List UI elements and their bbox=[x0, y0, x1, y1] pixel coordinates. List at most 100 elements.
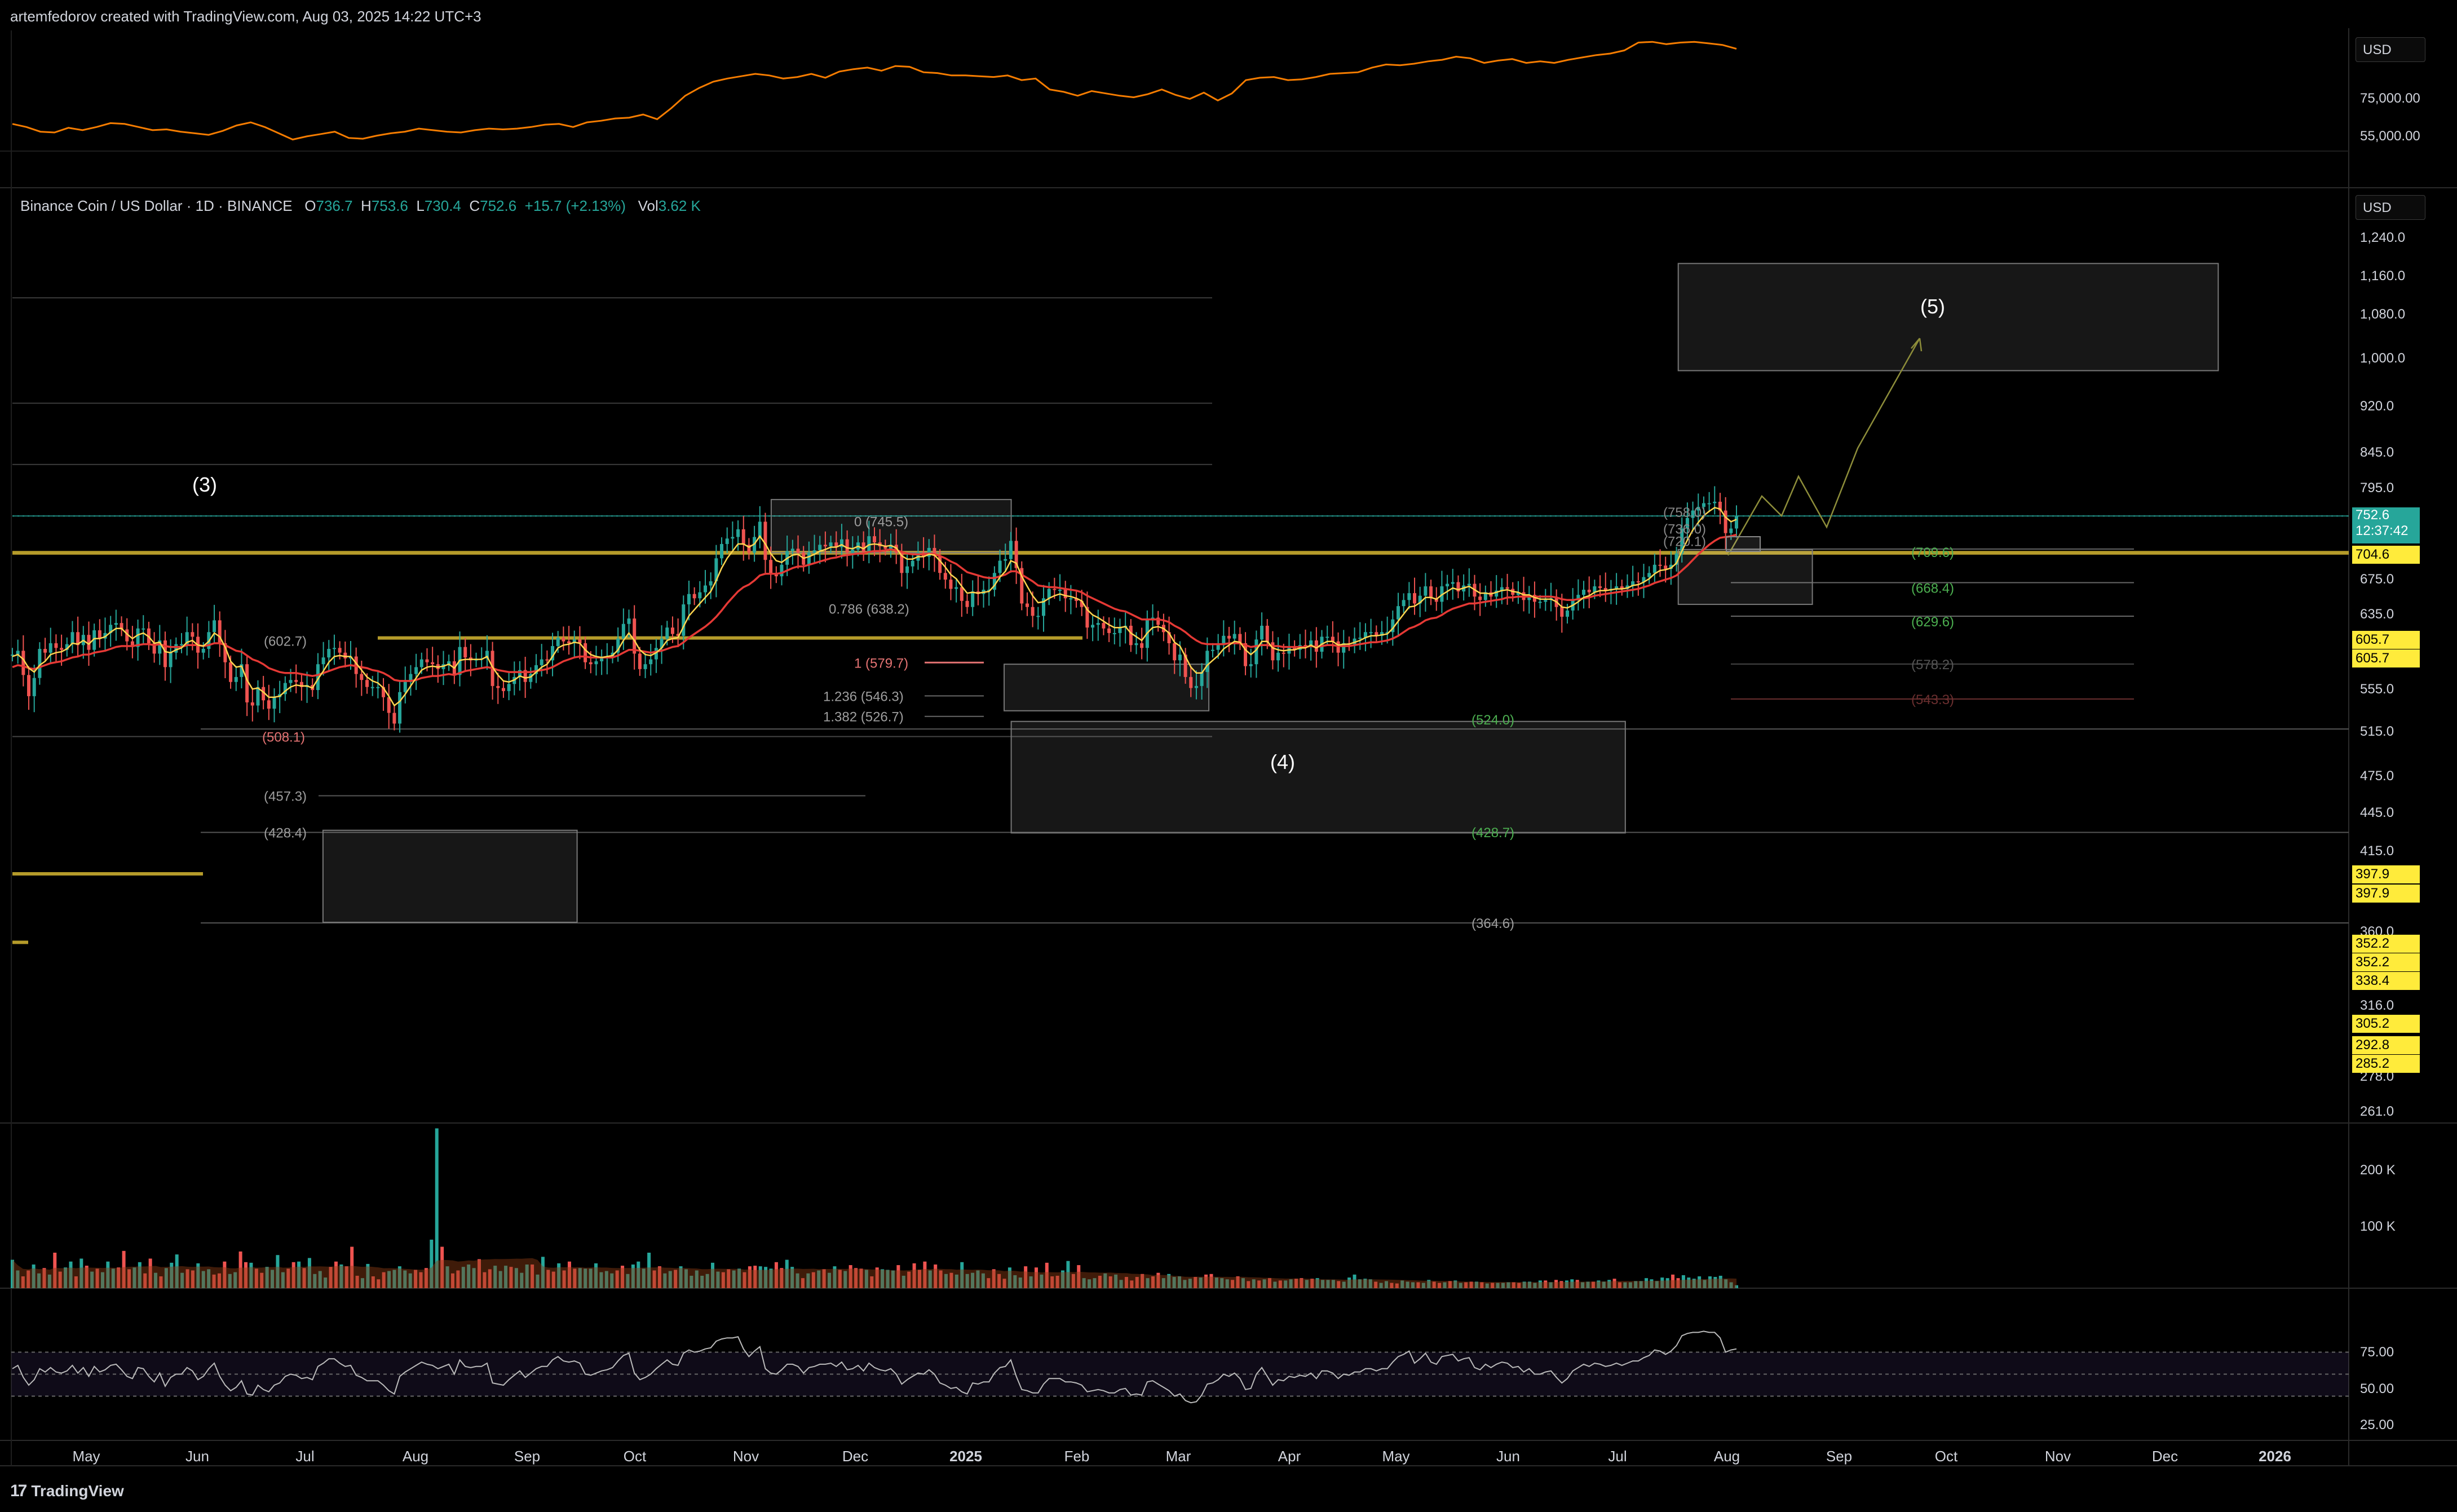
volume-bar bbox=[1724, 1279, 1728, 1288]
volume-bar bbox=[1400, 1280, 1404, 1288]
candle bbox=[960, 587, 964, 601]
candle bbox=[191, 632, 195, 637]
price-axis-tick: 675.0 bbox=[2360, 572, 2394, 587]
volume-bar bbox=[249, 1262, 253, 1288]
volume-bar bbox=[403, 1270, 407, 1288]
candle bbox=[1096, 623, 1100, 625]
volume-bar bbox=[217, 1273, 221, 1288]
candle bbox=[720, 543, 724, 559]
candle bbox=[1031, 607, 1035, 616]
volume-bar bbox=[382, 1272, 386, 1288]
volume-bar bbox=[260, 1272, 264, 1288]
volume-bar bbox=[265, 1267, 269, 1288]
volume-bar bbox=[604, 1271, 608, 1288]
time-axis-label: Jul bbox=[295, 1448, 314, 1465]
projection-arrow-icon bbox=[1911, 338, 1923, 352]
volume-bar bbox=[1103, 1273, 1107, 1288]
candle bbox=[747, 545, 751, 553]
volume-bar bbox=[811, 1272, 815, 1288]
candle bbox=[1664, 565, 1668, 569]
candle bbox=[584, 643, 587, 662]
candle bbox=[327, 648, 331, 658]
candle bbox=[1593, 586, 1597, 593]
candle bbox=[807, 552, 811, 565]
candle bbox=[403, 682, 407, 692]
candle bbox=[1615, 586, 1619, 589]
price-axis-tick: 795.0 bbox=[2360, 480, 2394, 496]
candle bbox=[294, 680, 298, 682]
volume-bar bbox=[668, 1271, 672, 1288]
level-price-tag: 397.9 bbox=[2352, 885, 2420, 903]
volume-bar bbox=[467, 1265, 471, 1288]
candle bbox=[1194, 686, 1198, 688]
volume-bar bbox=[472, 1268, 476, 1288]
candle bbox=[578, 639, 582, 643]
volume-bar bbox=[53, 1253, 57, 1288]
level-price-tag: 305.2 bbox=[2352, 1015, 2420, 1033]
candle bbox=[419, 659, 423, 667]
volume-bar bbox=[1416, 1282, 1420, 1288]
candle bbox=[1020, 568, 1024, 604]
volume-bar bbox=[1485, 1283, 1489, 1288]
candle bbox=[670, 627, 674, 634]
volume-bar bbox=[854, 1268, 858, 1288]
candle bbox=[763, 521, 767, 560]
volume-bar bbox=[917, 1270, 921, 1288]
candle bbox=[1702, 503, 1705, 507]
candle bbox=[152, 643, 156, 654]
candle bbox=[627, 618, 631, 624]
candle bbox=[998, 560, 1002, 573]
candle bbox=[692, 594, 696, 599]
currency-selector-top[interactable]: USD bbox=[2356, 37, 2425, 62]
volume-bar bbox=[647, 1253, 651, 1288]
candle bbox=[463, 647, 467, 658]
candle bbox=[714, 558, 718, 582]
candle bbox=[638, 653, 642, 669]
candle bbox=[861, 542, 865, 552]
volume-bar bbox=[1496, 1283, 1500, 1288]
volume-bar bbox=[488, 1269, 492, 1288]
candle bbox=[1102, 623, 1106, 629]
volume-bar bbox=[1262, 1279, 1266, 1288]
volume-bar bbox=[100, 1272, 104, 1288]
symbol-title[interactable]: Binance Coin / US Dollar · 1D · BINANCE bbox=[20, 197, 293, 214]
volume-bar bbox=[838, 1270, 842, 1288]
fib-label: (428.7) bbox=[1471, 825, 1514, 841]
volume-bar bbox=[567, 1261, 571, 1288]
volume-bar bbox=[148, 1258, 152, 1288]
volume-bar bbox=[408, 1273, 412, 1288]
candle bbox=[883, 546, 887, 549]
time-axis-label: Jun bbox=[1496, 1448, 1520, 1465]
volume-bar bbox=[170, 1262, 174, 1288]
volume-bar bbox=[1093, 1278, 1097, 1288]
price-axis-tick: 1,240.0 bbox=[2360, 230, 2405, 245]
candle bbox=[676, 634, 680, 636]
volume-bar bbox=[1199, 1277, 1203, 1288]
candle bbox=[1576, 595, 1580, 599]
price-axis-tick: 475.0 bbox=[2360, 768, 2394, 784]
volume-bar bbox=[344, 1266, 348, 1288]
level-price-tag: 292.8 bbox=[2352, 1036, 2420, 1054]
tradingview-footer[interactable]: 17 TradingView bbox=[10, 1482, 124, 1501]
candle bbox=[1342, 643, 1346, 653]
volume-bar bbox=[42, 1268, 46, 1288]
volume-bar bbox=[1273, 1281, 1277, 1288]
candle bbox=[1631, 581, 1635, 586]
volume-bar bbox=[435, 1128, 439, 1288]
volume-bar bbox=[1300, 1278, 1303, 1288]
volume-bar bbox=[1623, 1282, 1627, 1288]
volume-bar bbox=[828, 1272, 832, 1288]
currency-selector-main[interactable]: USD bbox=[2356, 195, 2425, 220]
volume-bar bbox=[504, 1266, 508, 1288]
volume-bar bbox=[705, 1274, 709, 1288]
candle bbox=[927, 547, 931, 557]
volume-bar bbox=[430, 1239, 434, 1288]
volume-bar bbox=[1692, 1279, 1696, 1288]
candle bbox=[1560, 607, 1564, 617]
volume-bar bbox=[864, 1270, 868, 1288]
volume-bar bbox=[1650, 1279, 1654, 1288]
volume-bar bbox=[456, 1270, 460, 1288]
volume-bar bbox=[1660, 1277, 1664, 1288]
candle bbox=[1652, 564, 1656, 573]
